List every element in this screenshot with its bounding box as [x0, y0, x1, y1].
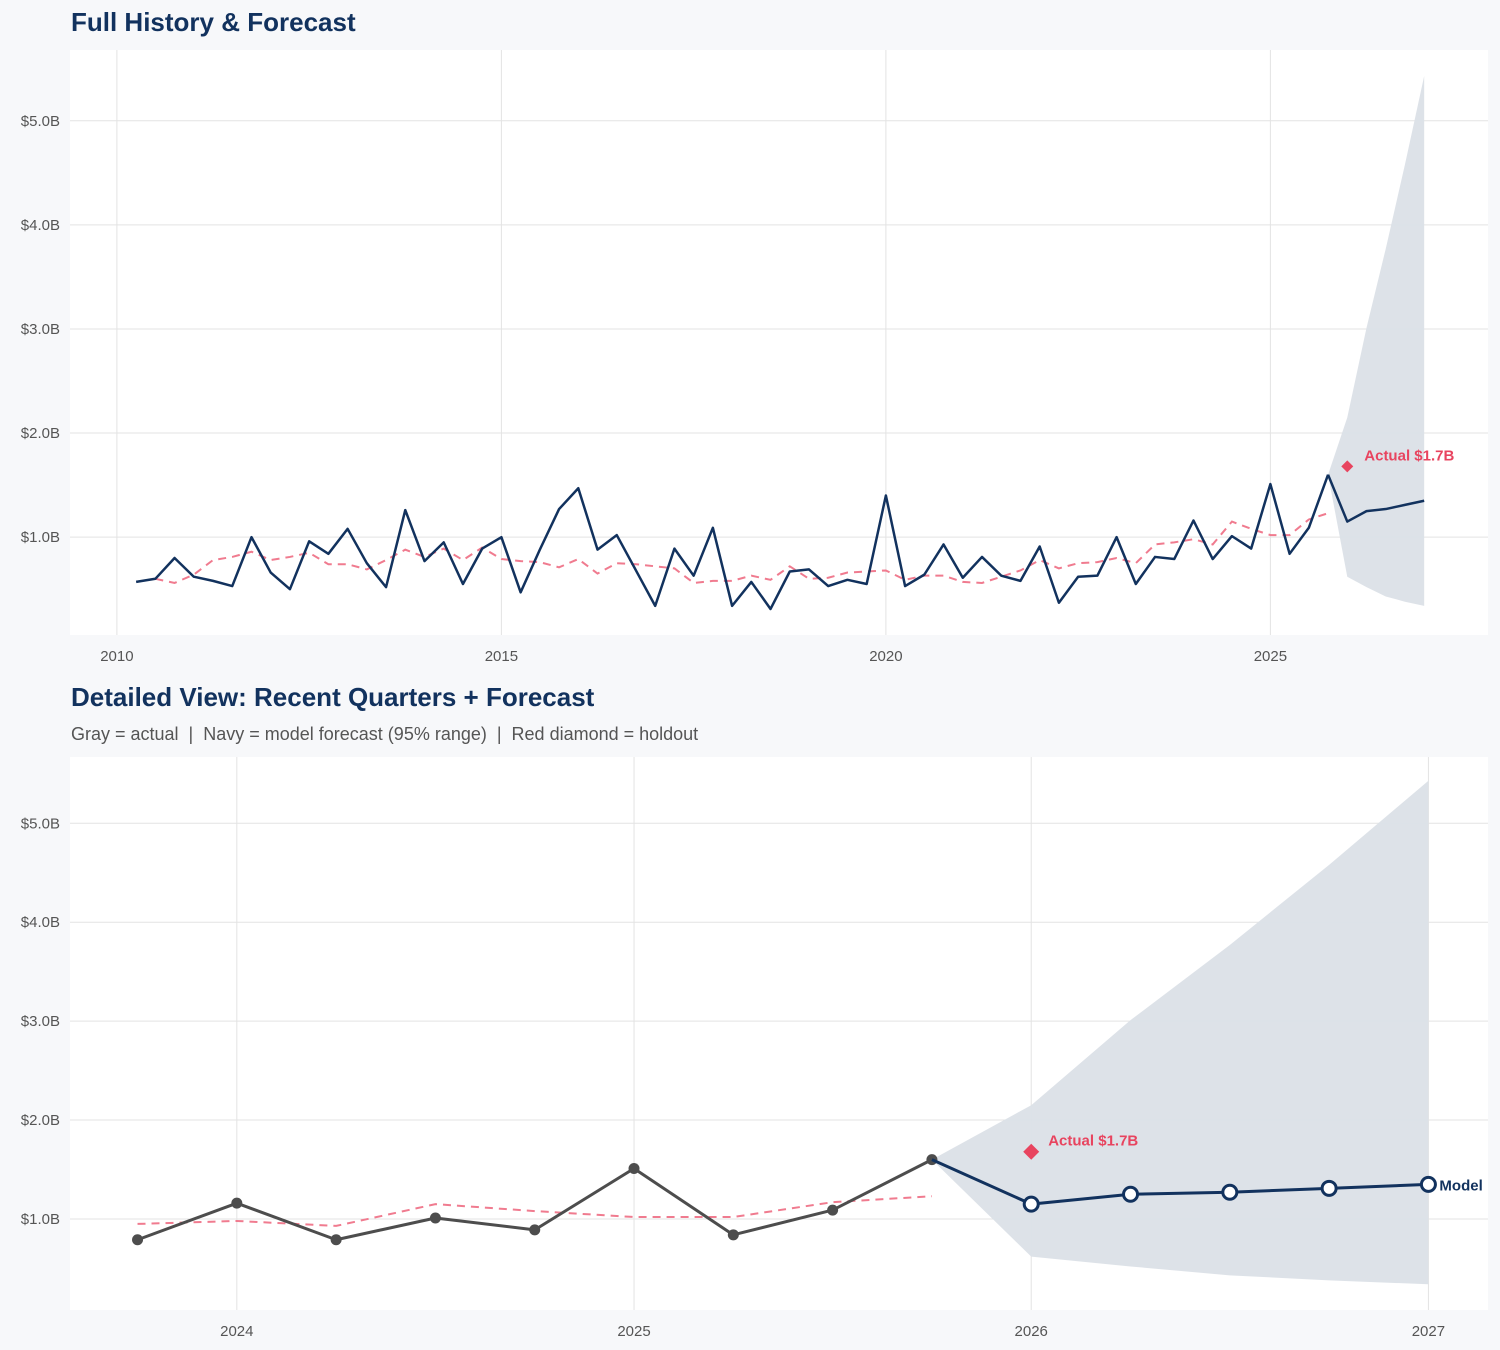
- forecast-95-band: [1328, 76, 1425, 606]
- forecast-point: [1320, 1179, 1338, 1197]
- y-tick-label: $5.0B: [21, 113, 60, 130]
- forecast-line: [1326, 474, 1425, 523]
- actual-point: [727, 1229, 739, 1241]
- y-tick-label: $3.0B: [21, 321, 60, 338]
- actual-point: [429, 1212, 441, 1224]
- rolling-average-line: [155, 512, 1329, 584]
- forecast-point: [1419, 1175, 1437, 1193]
- holdout-label: Actual $1.7B: [1048, 1133, 1138, 1150]
- y-tick-label: $4.0B: [21, 217, 60, 234]
- x-tick-label: 2026: [1015, 1323, 1048, 1340]
- detailed-view-chart: $1.0B $2.0B $3.0B $4.0B $5.0B 2024 2025 2026 202…: [21, 757, 1488, 1340]
- x-tick-label: 2024: [220, 1323, 253, 1340]
- forecast-line: [931, 1158, 1429, 1206]
- y-tick-label: $3.0B: [21, 1013, 60, 1030]
- actual-point: [628, 1163, 640, 1175]
- x-tick-label: 2020: [869, 648, 902, 665]
- chart-title-detailed-view: Detailed View: Recent Quarters + Forecas…: [71, 682, 595, 712]
- x-tick-label: 2015: [485, 648, 518, 665]
- actual-point: [231, 1197, 243, 1209]
- chart-title-full-history: Full History & Forecast: [71, 7, 356, 37]
- forecast-point: [1221, 1183, 1239, 1201]
- y-tick-label: $1.0B: [21, 529, 60, 546]
- holdout-label: Actual $1.7B: [1364, 447, 1454, 464]
- forecast-95-band: [931, 780, 1429, 1285]
- full-history-chart: $1.0B $2.0B $3.0B $4.0B $5.0B 2010 2015 2020 202…: [21, 50, 1488, 665]
- y-tick-label: $2.0B: [21, 1112, 60, 1129]
- x-tick-label: 2025: [1254, 648, 1287, 665]
- actual-point: [132, 1234, 144, 1246]
- rolling-average-line: [137, 1195, 932, 1227]
- model-end-label: Model: [1439, 1177, 1482, 1194]
- actual-line: [135, 474, 1330, 611]
- actual-point: [529, 1224, 541, 1236]
- y-tick-label: $4.0B: [21, 914, 60, 931]
- actual-point: [330, 1234, 342, 1246]
- x-tick-label: 2010: [100, 648, 133, 665]
- actual-point: [827, 1204, 839, 1216]
- forecast-point: [1022, 1195, 1040, 1213]
- y-tick-label: $1.0B: [21, 1211, 60, 1228]
- y-tick-label: $5.0B: [21, 815, 60, 832]
- x-tick-label: 2025: [617, 1323, 650, 1340]
- forecast-point: [1122, 1185, 1140, 1203]
- y-tick-label: $2.0B: [21, 425, 60, 442]
- holdout-diamond: [1341, 460, 1354, 473]
- x-tick-label: 2027: [1412, 1323, 1445, 1340]
- holdout-diamond: [1023, 1143, 1040, 1160]
- plot-panel: [70, 50, 1488, 635]
- chart-subtitle-legend: Gray = actual | Navy = model forecast (9…: [71, 724, 698, 744]
